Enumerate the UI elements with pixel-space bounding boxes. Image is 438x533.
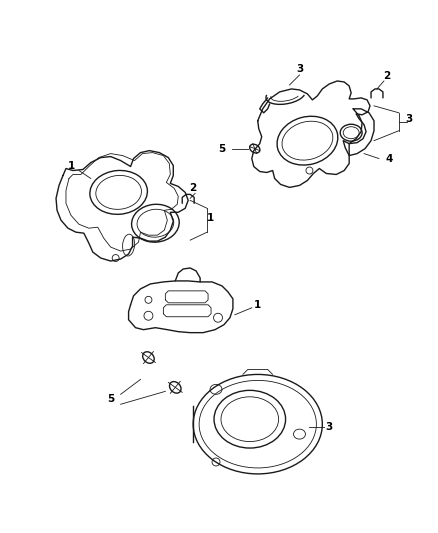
Text: 5: 5 (107, 394, 114, 405)
Text: 2: 2 (383, 71, 391, 81)
Text: 3: 3 (405, 114, 413, 124)
Text: 1: 1 (206, 213, 214, 223)
Text: 1: 1 (67, 160, 74, 171)
Text: 3: 3 (296, 64, 303, 74)
Text: 5: 5 (219, 143, 226, 154)
Text: 1: 1 (254, 300, 261, 310)
Text: 2: 2 (190, 183, 197, 193)
Text: 3: 3 (326, 422, 333, 432)
Text: 4: 4 (385, 154, 392, 164)
